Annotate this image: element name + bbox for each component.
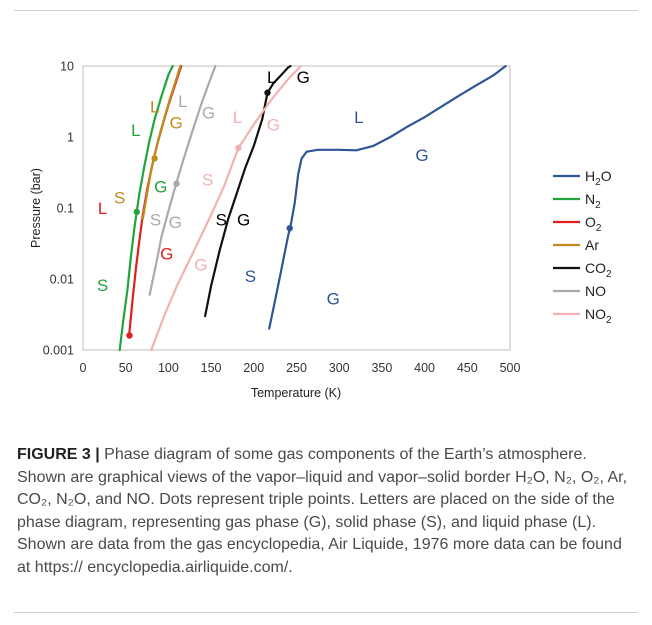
x-tick-label-4: 200 [243, 361, 264, 375]
region-label-12: G [154, 178, 167, 197]
series-line-6 [150, 64, 302, 352]
y-axis-label: Pressure (bar) [29, 168, 43, 248]
triple-point-3 [151, 155, 158, 162]
region-label-10: G [415, 146, 428, 165]
x-tick-label-7: 350 [371, 361, 392, 375]
triple-point-5 [173, 180, 180, 187]
region-label-20: G [194, 256, 207, 275]
region-label-4: G [202, 104, 215, 123]
legend: H2O N2 O2 Ar CO2 NO NO2 [553, 168, 612, 326]
region-label-16: G [169, 213, 182, 232]
region-label-7: L [233, 108, 242, 127]
region-label-19: G [160, 244, 173, 263]
series-line-0 [268, 64, 507, 330]
bottom-divider [14, 612, 638, 613]
region-label-2: L [150, 97, 159, 116]
legend-label-2: O2 [585, 214, 602, 234]
plot-area [82, 65, 511, 351]
x-axis-ticks: 0 50 100 150 200 250 300 350 400 450 500 [80, 361, 521, 375]
legend-label-0: H2O [585, 168, 612, 188]
series-line-3 [141, 64, 182, 221]
region-label-5: L [131, 121, 140, 140]
region-label-8: G [267, 116, 280, 135]
x-tick-label-1: 50 [119, 361, 133, 375]
region-label-17: S [216, 210, 227, 229]
x-tick-label-3: 150 [201, 361, 222, 375]
triple-point-6 [235, 144, 242, 152]
region-label-22: S [97, 276, 108, 295]
series-layer [118, 64, 507, 352]
region-label-14: L [98, 199, 107, 218]
figure-label: FIGURE 3 | [17, 446, 100, 463]
x-tick-label-0: 0 [80, 361, 87, 375]
region-label-1: G [297, 68, 310, 87]
y-tick-label-2: 0.1 [57, 202, 74, 216]
region-label-13: S [114, 189, 125, 208]
legend-label-5: NO [585, 283, 606, 299]
series-line-5 [148, 64, 217, 296]
triple-point-1 [133, 208, 140, 216]
region-label-9: L [354, 108, 363, 127]
region-label-23: G [327, 290, 340, 309]
y-tick-label-4: 10 [60, 60, 74, 74]
y-axis-ticks: 0.001 0.01 0.1 1 10 [43, 60, 74, 358]
triple-point-2 [126, 332, 133, 339]
region-label-11: S [202, 171, 213, 190]
region-label-0: L [267, 68, 276, 87]
y-tick-label-0: 0.001 [43, 344, 74, 358]
x-axis-label: Temperature (K) [251, 386, 341, 400]
x-tick-label-9: 450 [457, 361, 478, 375]
region-label-3: L [178, 92, 187, 111]
figure-caption: FIGURE 3 | Phase diagram of some gas com… [17, 444, 639, 579]
legend-label-3: Ar [585, 237, 599, 253]
x-tick-label-2: 100 [158, 361, 179, 375]
legend-label-4: CO2 [585, 260, 612, 280]
x-tick-label-10: 500 [500, 361, 521, 375]
region-label-18: G [237, 210, 250, 229]
triple-point-4 [264, 89, 271, 96]
series-line-4 [204, 64, 292, 318]
x-tick-label-6: 300 [329, 361, 350, 375]
legend-label-1: N2 [585, 191, 601, 211]
y-tick-label-1: 0.01 [50, 273, 74, 287]
series-line-1 [118, 64, 174, 352]
caption-text: Phase diagram of some gas components of … [17, 446, 628, 576]
x-tick-label-5: 250 [286, 361, 307, 375]
top-divider [14, 10, 638, 11]
y-tick-label-3: 1 [67, 131, 74, 145]
legend-label-6: NO2 [585, 306, 612, 326]
region-label-15: S [150, 210, 161, 229]
x-tick-label-8: 400 [414, 361, 435, 375]
region-label-6: G [169, 114, 182, 133]
region-label-21: S [245, 267, 256, 286]
triple-point-0 [286, 225, 293, 232]
